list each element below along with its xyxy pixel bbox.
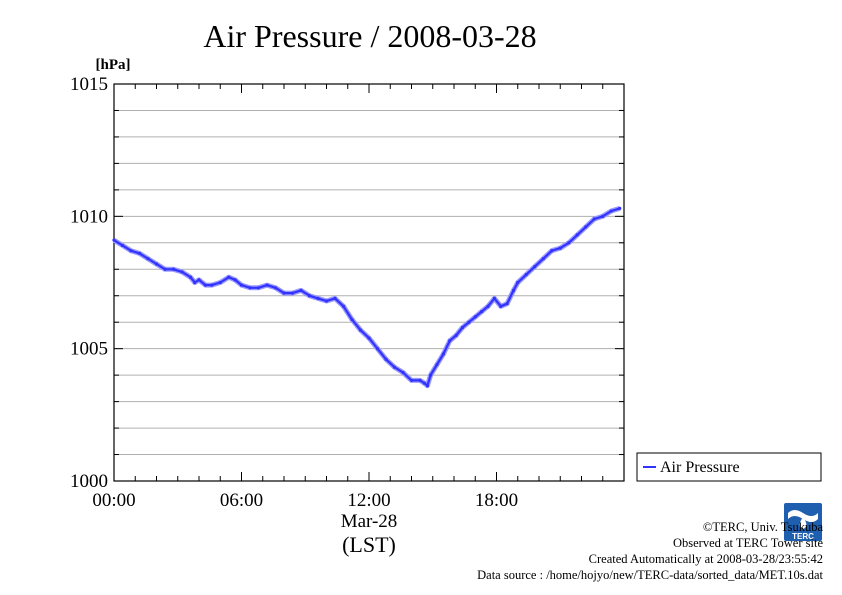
data-point bbox=[524, 272, 528, 277]
data-point bbox=[333, 296, 337, 300]
data-point bbox=[473, 315, 477, 319]
data-point bbox=[210, 283, 214, 287]
data-point bbox=[239, 283, 244, 287]
y-tick-label: 1015 bbox=[70, 74, 108, 95]
data-point bbox=[193, 280, 197, 285]
data-point bbox=[618, 206, 622, 210]
data-point bbox=[180, 270, 184, 274]
data-point bbox=[341, 304, 346, 308]
credits-block: ©TERC, Univ. Tsukuba Observed at TERC To… bbox=[477, 519, 823, 583]
data-point bbox=[505, 302, 509, 306]
credit-copyright: ©TERC, Univ. Tsukuba bbox=[702, 520, 823, 534]
data-point bbox=[409, 378, 414, 383]
series-line bbox=[113, 207, 621, 387]
data-point bbox=[511, 288, 516, 293]
data-point bbox=[290, 291, 295, 295]
data-point bbox=[441, 352, 445, 356]
data-point bbox=[541, 257, 545, 261]
x-tick-label: 18:00 bbox=[475, 490, 518, 511]
data-point bbox=[154, 262, 159, 266]
data-point bbox=[454, 333, 458, 338]
data-point bbox=[384, 357, 388, 361]
data-point bbox=[486, 304, 490, 308]
data-point bbox=[584, 225, 588, 229]
data-point bbox=[609, 209, 613, 213]
x-tick-labels: 00:00 06:00 12:00 18:00 bbox=[92, 490, 518, 511]
data-point bbox=[324, 299, 329, 303]
data-point bbox=[550, 249, 554, 253]
data-point bbox=[575, 233, 579, 237]
credit-observed: Observed at TERC Tower site bbox=[672, 536, 823, 550]
data-point bbox=[120, 243, 125, 248]
y-tick-label: 1005 bbox=[70, 339, 108, 360]
y-tick-label: 1010 bbox=[70, 206, 108, 227]
x-axis-date-label: Mar-28 bbox=[341, 511, 398, 532]
logo-text: TERC bbox=[792, 532, 814, 541]
series-air-pressure bbox=[112, 206, 622, 389]
data-point bbox=[112, 238, 116, 242]
x-axis-timezone-label: (LST) bbox=[342, 532, 396, 557]
data-point bbox=[367, 336, 371, 340]
data-point bbox=[197, 278, 201, 282]
data-point bbox=[299, 288, 303, 293]
data-point bbox=[227, 275, 231, 279]
data-point bbox=[429, 373, 433, 377]
data-point bbox=[480, 310, 484, 314]
terc-logo-icon: TERC bbox=[784, 503, 822, 541]
data-point bbox=[375, 347, 380, 351]
data-point bbox=[146, 257, 150, 261]
credit-created: Created Automatically at 2008-03-28/23:5… bbox=[588, 552, 823, 566]
data-point bbox=[499, 304, 503, 308]
legend-box bbox=[636, 452, 822, 482]
gridlines bbox=[114, 109, 624, 456]
chart-title: Air Pressure / 2008-03-28 bbox=[203, 18, 536, 54]
data-point bbox=[558, 246, 562, 250]
data-point bbox=[163, 267, 167, 271]
x-tick-label: 06:00 bbox=[220, 490, 263, 511]
data-point bbox=[567, 241, 571, 245]
data-point bbox=[516, 280, 520, 285]
x-tick-label: 12:00 bbox=[347, 490, 390, 511]
data-point bbox=[350, 317, 354, 322]
data-point bbox=[422, 381, 426, 385]
data-point bbox=[316, 296, 320, 300]
credit-source: Data source : /home/hojyo/new/TERC-data/… bbox=[477, 568, 823, 582]
data-point bbox=[137, 251, 142, 255]
y-tick-label: 1000 bbox=[70, 471, 108, 492]
data-point bbox=[418, 378, 422, 383]
plot-frame bbox=[113, 83, 625, 482]
data-point bbox=[218, 280, 222, 285]
legend: Air Pressure bbox=[636, 452, 822, 482]
data-point bbox=[248, 286, 252, 290]
data-point bbox=[273, 286, 278, 290]
axis-ticks bbox=[113, 83, 625, 482]
data-point bbox=[392, 365, 397, 369]
data-point bbox=[307, 294, 312, 298]
data-point bbox=[203, 283, 207, 287]
data-point bbox=[492, 296, 496, 300]
data-point bbox=[129, 249, 133, 253]
data-point bbox=[425, 384, 430, 388]
legend-label-air-pressure: Air Pressure bbox=[660, 459, 740, 476]
data-point bbox=[467, 320, 471, 324]
x-tick-label: 00:00 bbox=[92, 490, 135, 511]
data-point bbox=[601, 214, 605, 218]
data-point bbox=[435, 362, 439, 367]
data-point bbox=[233, 278, 237, 282]
data-point bbox=[448, 339, 452, 343]
data-point bbox=[265, 283, 269, 287]
data-point bbox=[401, 370, 405, 375]
data-point bbox=[592, 217, 596, 221]
data-point bbox=[171, 267, 176, 271]
data-point bbox=[188, 275, 193, 279]
data-point bbox=[282, 291, 286, 295]
y-tick-labels: 1000 1005 1010 1015 bbox=[70, 74, 108, 492]
data-point bbox=[358, 328, 363, 332]
y-axis-unit-label: [hPa] bbox=[96, 57, 131, 73]
series-halo bbox=[112, 206, 621, 389]
data-point bbox=[460, 325, 465, 330]
data-point bbox=[533, 265, 537, 269]
data-point bbox=[256, 286, 261, 290]
